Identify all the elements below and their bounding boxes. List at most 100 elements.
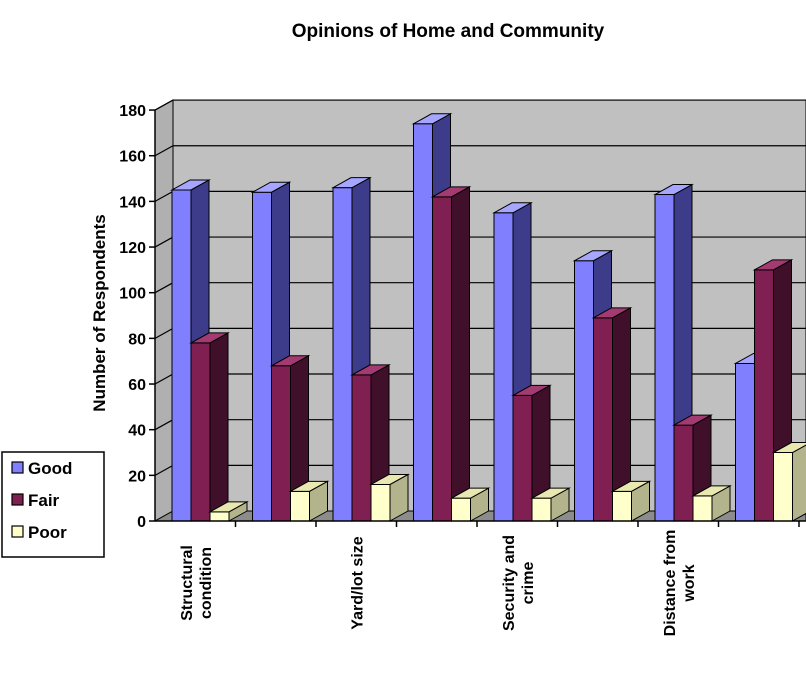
bar-front bbox=[432, 196, 452, 522]
bar-front bbox=[512, 394, 533, 522]
bar-top bbox=[752, 259, 794, 271]
bar-front bbox=[692, 495, 713, 522]
x-category-label: Distance from bbox=[662, 530, 679, 637]
legend: Good Fair Poor bbox=[1, 451, 105, 558]
bar-front bbox=[252, 191, 272, 522]
legend-label: Poor bbox=[28, 523, 67, 542]
bar-top bbox=[250, 181, 292, 193]
bar-front bbox=[673, 424, 694, 522]
bar-front bbox=[612, 490, 632, 522]
bar bbox=[430, 185, 472, 522]
x-category-label: condition bbox=[198, 547, 215, 619]
bar-front bbox=[332, 187, 353, 522]
bar-top bbox=[331, 177, 372, 189]
bar-top bbox=[672, 414, 713, 426]
bar-top bbox=[269, 355, 311, 367]
bar bbox=[189, 332, 230, 522]
y-tick-label: 100 bbox=[119, 286, 146, 303]
bar-top bbox=[288, 480, 330, 492]
bar-front bbox=[531, 497, 552, 522]
bar-top bbox=[653, 184, 694, 196]
y-tick-label: 0 bbox=[137, 514, 146, 531]
bar-top bbox=[189, 332, 230, 344]
bar-front bbox=[451, 497, 471, 522]
bar-top bbox=[610, 480, 652, 492]
bar bbox=[691, 485, 732, 522]
bar-top bbox=[530, 487, 571, 499]
legend-swatch bbox=[11, 525, 24, 538]
x-category-label: Yard/lot size bbox=[349, 536, 366, 629]
y-tick-label: 40 bbox=[128, 423, 146, 440]
bar-top bbox=[449, 487, 491, 499]
x-category-label: crime bbox=[520, 562, 537, 605]
bar-top bbox=[369, 473, 410, 485]
gridline-side bbox=[154, 373, 174, 385]
bar-top bbox=[572, 250, 614, 262]
bar-top bbox=[430, 186, 472, 198]
bar-front bbox=[370, 483, 391, 522]
chart-title: Opinions of Home and Community bbox=[292, 21, 605, 42]
legend-swatch bbox=[11, 493, 24, 506]
bar-side bbox=[209, 332, 229, 522]
bar-front bbox=[171, 189, 192, 522]
x-category-label: work bbox=[681, 564, 698, 602]
bar-top bbox=[350, 364, 391, 376]
gridline-side bbox=[154, 190, 174, 202]
y-tick-label: 120 bbox=[119, 240, 146, 257]
gridline-side bbox=[154, 145, 174, 157]
x-category-label: Security and bbox=[501, 535, 518, 631]
y-tick-label: 80 bbox=[128, 331, 146, 348]
bar-side bbox=[792, 444, 806, 522]
bar-front bbox=[735, 362, 755, 522]
bar bbox=[610, 480, 652, 522]
bar-front bbox=[271, 365, 291, 522]
legend-label: Good bbox=[28, 459, 72, 478]
bar-front bbox=[773, 452, 793, 522]
gridline-side bbox=[154, 282, 174, 294]
bar-front bbox=[290, 490, 310, 522]
x-category-labels: Structural condition Yard/lot size Security… bbox=[179, 530, 698, 637]
y-tick-labels: 0 20 40 60 80 100 120 140 160 180 bbox=[119, 103, 146, 531]
bar bbox=[288, 480, 330, 522]
bar-top bbox=[208, 501, 249, 513]
y-tick-label: 140 bbox=[119, 194, 146, 211]
y-axis-label: Number of Respondents bbox=[90, 214, 109, 411]
side-wall bbox=[154, 99, 174, 522]
bar-front bbox=[209, 511, 230, 522]
gridline-side bbox=[154, 99, 174, 111]
bar-front bbox=[574, 260, 594, 522]
bar-front bbox=[493, 212, 514, 522]
y-tick-label: 160 bbox=[119, 149, 146, 166]
bar-side bbox=[451, 185, 470, 522]
bar bbox=[449, 487, 491, 522]
bar-front bbox=[351, 374, 372, 522]
gridline-side bbox=[154, 236, 174, 248]
bar-front bbox=[754, 269, 774, 522]
gridline-side bbox=[154, 327, 174, 339]
bar-front bbox=[593, 317, 613, 522]
x-category-label: Structural bbox=[179, 545, 196, 621]
bars bbox=[170, 112, 806, 522]
bar-top bbox=[411, 113, 453, 125]
bar-top bbox=[771, 442, 806, 454]
bar-front bbox=[654, 194, 675, 522]
bar-top bbox=[591, 307, 633, 319]
legend-swatch bbox=[11, 461, 24, 474]
bar-top bbox=[492, 202, 533, 214]
bar-top bbox=[170, 179, 211, 191]
legend-label: Fair bbox=[28, 491, 60, 510]
bar-front bbox=[190, 342, 211, 522]
bar bbox=[771, 442, 806, 522]
y-tick-label: 20 bbox=[128, 468, 146, 485]
bar bbox=[530, 487, 571, 522]
axes bbox=[149, 109, 806, 527]
bar bbox=[269, 354, 311, 522]
gridline-side bbox=[154, 464, 174, 476]
y-tick-label: 180 bbox=[119, 103, 146, 120]
bar bbox=[369, 473, 410, 522]
bar-top bbox=[691, 485, 732, 497]
bar bbox=[511, 384, 552, 522]
bar bbox=[208, 501, 249, 522]
gridline-side bbox=[154, 419, 174, 431]
